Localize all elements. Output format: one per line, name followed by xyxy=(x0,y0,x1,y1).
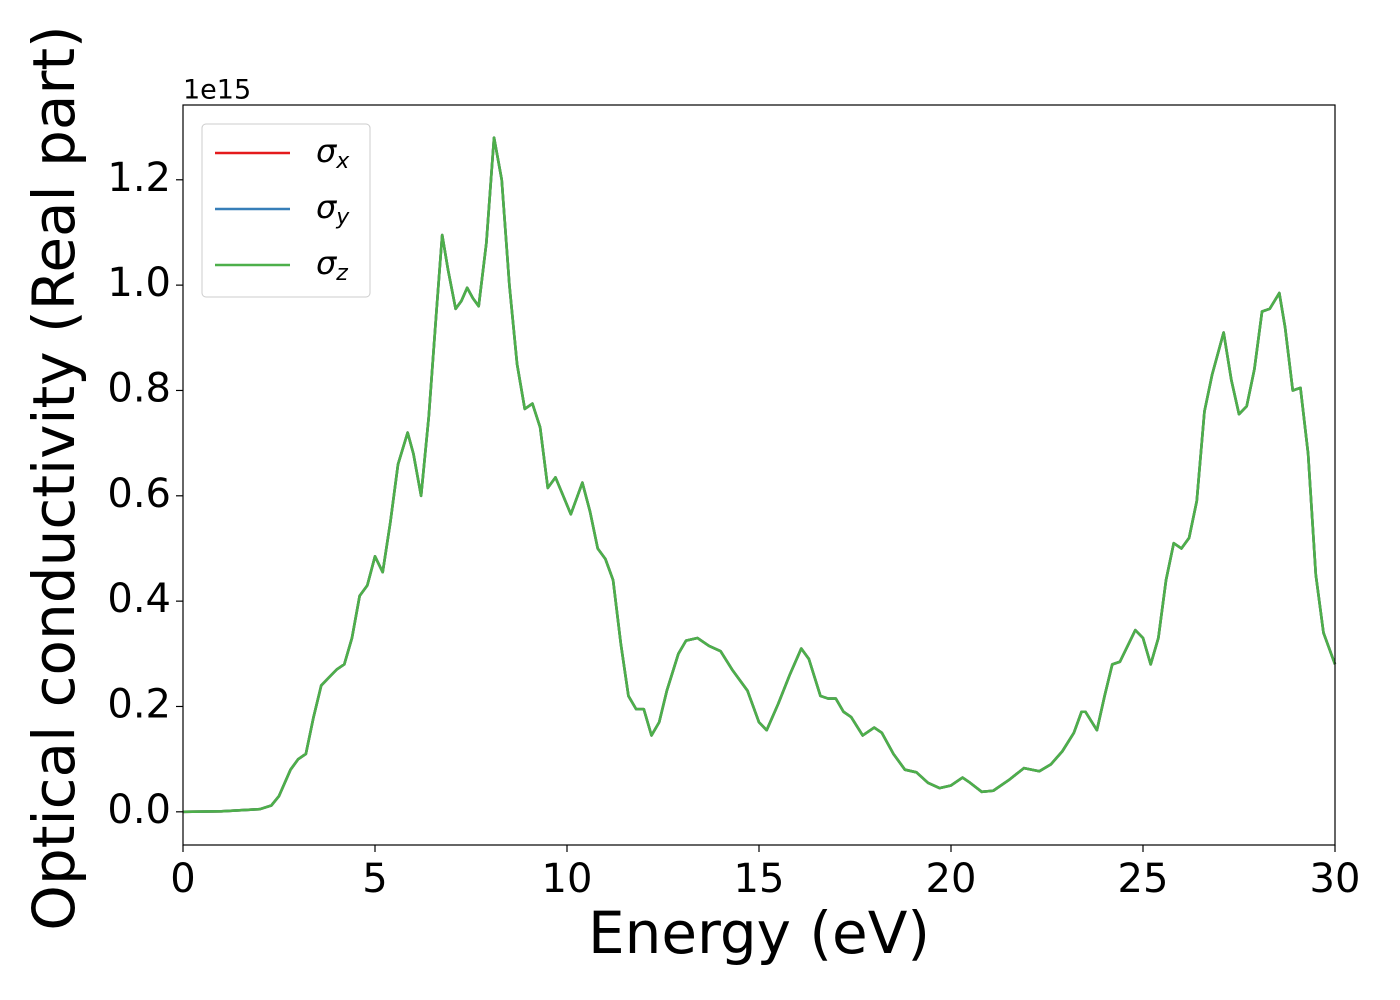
x-tick-label: 15 xyxy=(734,856,785,902)
x-tick-label: 20 xyxy=(926,856,977,902)
x-tick-label: 25 xyxy=(1118,856,1169,902)
y-tick-label: 1.2 xyxy=(107,155,171,201)
y-tick-label: 0.6 xyxy=(107,471,171,517)
x-tick-label: 0 xyxy=(170,856,195,902)
x-tick-label: 30 xyxy=(1310,856,1361,902)
y-axis-label: Optical conductivity (Real part) xyxy=(20,25,88,930)
series-line xyxy=(182,136,1337,814)
x-tick-label: 10 xyxy=(542,856,593,902)
y-tick-label: 0.0 xyxy=(107,787,171,833)
plot-frame xyxy=(182,104,1336,846)
legend-box xyxy=(201,123,371,298)
x-tick-label: 5 xyxy=(362,856,387,902)
legend-label: σz xyxy=(316,244,348,286)
legend-label: σx xyxy=(316,132,350,174)
y-offset-label: 1e15 xyxy=(183,75,251,106)
y-tick-label: 0.4 xyxy=(107,576,171,622)
x-axis-label: Energy (eV) xyxy=(588,899,930,967)
legend: σx σy σz xyxy=(201,123,371,298)
legend-label: σy xyxy=(316,188,350,230)
y-tick-label: 1.0 xyxy=(107,260,171,306)
y-tick-label: 0.2 xyxy=(107,681,171,727)
y-tick-label: 0.8 xyxy=(107,365,171,411)
